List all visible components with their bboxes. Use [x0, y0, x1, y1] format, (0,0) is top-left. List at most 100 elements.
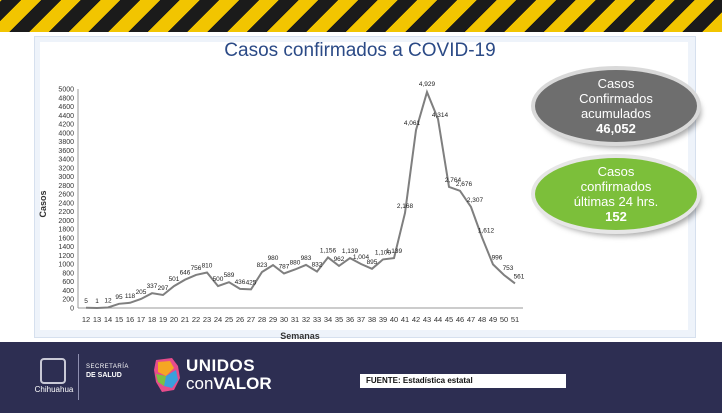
x-tick-label: 18	[148, 315, 156, 324]
accumulated-cases-value: 46,052	[596, 121, 636, 136]
x-tick-label: 32	[302, 315, 310, 324]
x-tick-label: 35	[335, 315, 343, 324]
y-tick-label: 4800	[58, 95, 74, 102]
data-label: 4,929	[419, 81, 436, 88]
data-label: 425	[246, 279, 257, 286]
y-tick-label: 200	[62, 297, 74, 304]
y-tick-label: 0	[70, 306, 74, 313]
x-tick-label: 22	[192, 315, 200, 324]
x-tick-label: 21	[181, 315, 189, 324]
x-tick-label: 13	[93, 315, 101, 324]
data-label: 1	[95, 298, 99, 305]
x-tick-label: 46	[456, 315, 464, 324]
x-tick-label: 44	[434, 315, 442, 324]
x-tick-label: 20	[170, 315, 178, 324]
data-label: 983	[301, 255, 312, 262]
campaign-line1: UNIDOS	[186, 356, 256, 375]
y-tick-label: 1600	[58, 235, 74, 242]
x-tick-label: 36	[346, 315, 354, 324]
hazard-stripe-banner	[0, 0, 722, 32]
data-label: 2,307	[467, 197, 484, 204]
y-tick-label: 3800	[58, 139, 74, 146]
x-tick-label: 28	[258, 315, 266, 324]
x-tick-label: 25	[225, 315, 233, 324]
data-label: 4,314	[432, 112, 449, 119]
data-label: 787	[279, 264, 290, 271]
y-tick-label: 2400	[58, 200, 74, 207]
data-label: 12	[104, 297, 112, 304]
data-label: 2,676	[456, 181, 473, 188]
y-tick-label: 1200	[58, 253, 74, 260]
data-label: 1,139	[386, 248, 403, 255]
data-label: 1,004	[353, 254, 370, 261]
y-tick-label: 1400	[58, 244, 74, 251]
state-logo-text: Chihuahua	[34, 385, 74, 394]
state-seal-icon	[40, 358, 66, 384]
campaign-valor: VALOR	[213, 374, 272, 393]
y-tick-label: 1000	[58, 262, 74, 269]
accumulated-cases-label: Casos Confirmados acumulados	[579, 76, 653, 121]
data-label: 297	[158, 285, 169, 292]
secretaria-line2: DE SALUD	[86, 372, 122, 379]
x-tick-label: 49	[489, 315, 497, 324]
y-tick-label: 2600	[58, 192, 74, 199]
y-tick-label: 600	[62, 279, 74, 286]
data-label: 753	[503, 265, 514, 272]
x-tick-label: 16	[126, 315, 134, 324]
data-label: 5	[84, 298, 88, 305]
x-tick-label: 15	[115, 315, 123, 324]
data-label: 1,139	[342, 248, 359, 255]
secretaria-line1: SECRETARÍA	[86, 364, 129, 370]
data-label: 501	[169, 276, 180, 283]
footer-divider	[78, 354, 79, 400]
x-tick-labels: 12 13 14 15 16 17 18 19 20 21 22 23 24 25 26 27 28 29 30 31…	[82, 315, 519, 324]
data-label: 1,612	[478, 227, 495, 234]
data-label: 895	[367, 259, 378, 266]
x-axis-label: Semanas	[280, 331, 320, 341]
last24-cases-label: Casos confirmados últimas 24 hrs.	[573, 164, 659, 209]
x-tick-label: 14	[104, 315, 112, 324]
x-tick-label: 48	[478, 315, 486, 324]
y-tick-label: 2200	[58, 209, 74, 216]
data-label: 823	[257, 262, 268, 269]
x-tick-label: 34	[324, 315, 332, 324]
y-tick-label: 4000	[58, 130, 74, 137]
data-label: 118	[125, 293, 136, 300]
x-tick-label: 45	[445, 315, 453, 324]
y-tick-label: 4400	[58, 113, 74, 120]
cases-series-line	[85, 89, 516, 310]
x-tick-label: 33	[313, 315, 321, 324]
y-tick-label: 3000	[58, 174, 74, 181]
y-tick-label: 3600	[58, 148, 74, 155]
x-tick-label: 24	[214, 315, 222, 324]
y-tick-label: 800	[62, 270, 74, 277]
accumulated-cases-badge: Casos Confirmados acumulados 46,052	[535, 70, 697, 142]
data-label: 996	[492, 254, 503, 261]
data-label: 962	[334, 256, 345, 263]
y-tick-label: 1800	[58, 227, 74, 234]
data-label: 1,109	[375, 249, 392, 256]
x-tick-label: 41	[401, 315, 409, 324]
data-label: 2,168	[397, 203, 414, 210]
data-label: 4,061	[404, 120, 421, 127]
source-note: FUENTE: Estadística estatal	[360, 374, 566, 388]
x-tick-label: 38	[368, 315, 376, 324]
y-tick-labels: 0200400600800100012001400160018002000220…	[58, 87, 74, 313]
y-tick-label: 4200	[58, 122, 74, 129]
data-label: 500	[213, 276, 224, 283]
data-label: 880	[290, 259, 301, 266]
data-label: 589	[224, 272, 235, 279]
x-tick-label: 17	[137, 315, 145, 324]
x-tick-label: 26	[236, 315, 244, 324]
y-tick-label: 3400	[58, 157, 74, 164]
x-tick-label: 47	[467, 315, 475, 324]
campaign-line2: conVALOR	[186, 374, 272, 394]
y-tick-label: 3200	[58, 165, 74, 172]
x-tick-label: 31	[291, 315, 299, 324]
y-tick-label: 5000	[58, 87, 74, 94]
x-tick-label: 27	[247, 315, 255, 324]
footer-bar: Chihuahua SECRETARÍA DE SALUD UNIDOS con…	[0, 342, 722, 413]
x-tick-label: 12	[82, 315, 90, 324]
